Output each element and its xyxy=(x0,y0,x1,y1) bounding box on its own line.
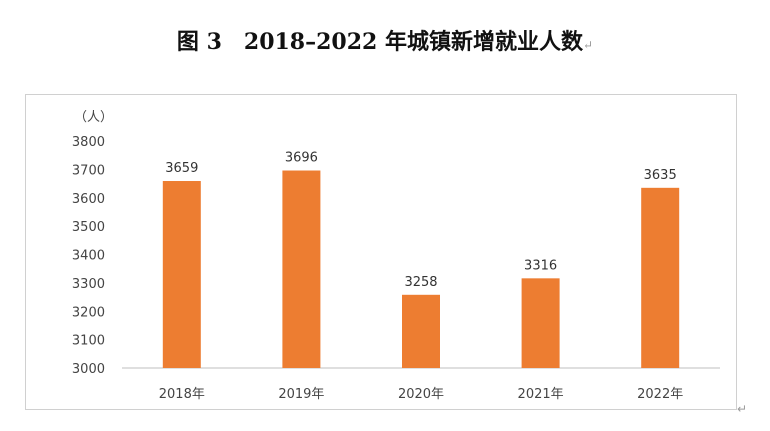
y-axis-ticks: 3000 3100 3200 3300 3400 3500 3600 3700 3800 xyxy=(72,135,105,377)
bar-value-label: 3696 xyxy=(285,151,318,166)
paragraph-end-mark-icon: ↵ xyxy=(737,402,748,416)
x-tick-label: 2018年 xyxy=(159,387,205,402)
y-tick-label: 3400 xyxy=(72,249,105,264)
data-labels: 3659 3696 3258 3316 3635 xyxy=(165,151,676,290)
chart-frame xyxy=(25,94,737,410)
y-tick-label: 3300 xyxy=(72,277,105,292)
y-tick-label: 3100 xyxy=(72,334,105,349)
y-tick-label: 3600 xyxy=(72,192,105,207)
x-tick-label: 2020年 xyxy=(398,387,444,402)
bar xyxy=(641,187,680,368)
y-tick-label: 3200 xyxy=(72,305,105,320)
bar xyxy=(162,181,201,368)
y-axis-unit-label: （人） xyxy=(74,110,113,125)
bar xyxy=(402,294,440,368)
bar-value-label: 3635 xyxy=(644,168,677,183)
y-tick-label: 3000 xyxy=(72,362,105,377)
x-axis-labels: 2018年 2019年 2020年 2021年 2022年 xyxy=(159,387,683,402)
chart-title: 图 3 2018–2022 年城镇新增就业人数↵ xyxy=(0,24,770,56)
x-tick-label: 2019年 xyxy=(278,387,324,402)
x-tick-label: 2021年 xyxy=(518,387,564,402)
paragraph-mark-icon: ↵ xyxy=(583,38,594,52)
bar-value-label: 3659 xyxy=(165,161,198,176)
y-tick-label: 3700 xyxy=(72,163,105,178)
y-tick-label: 3800 xyxy=(72,135,105,150)
bar-value-label: 3258 xyxy=(404,275,437,290)
bar-value-label: 3316 xyxy=(524,258,557,273)
bar xyxy=(282,170,321,368)
y-tick-label: 3500 xyxy=(72,220,105,235)
chart-title-text: 图 3 2018–2022 年城镇新增就业人数 xyxy=(176,29,584,55)
bar xyxy=(521,278,560,368)
bars xyxy=(162,170,680,368)
x-tick-label: 2022年 xyxy=(637,387,683,402)
